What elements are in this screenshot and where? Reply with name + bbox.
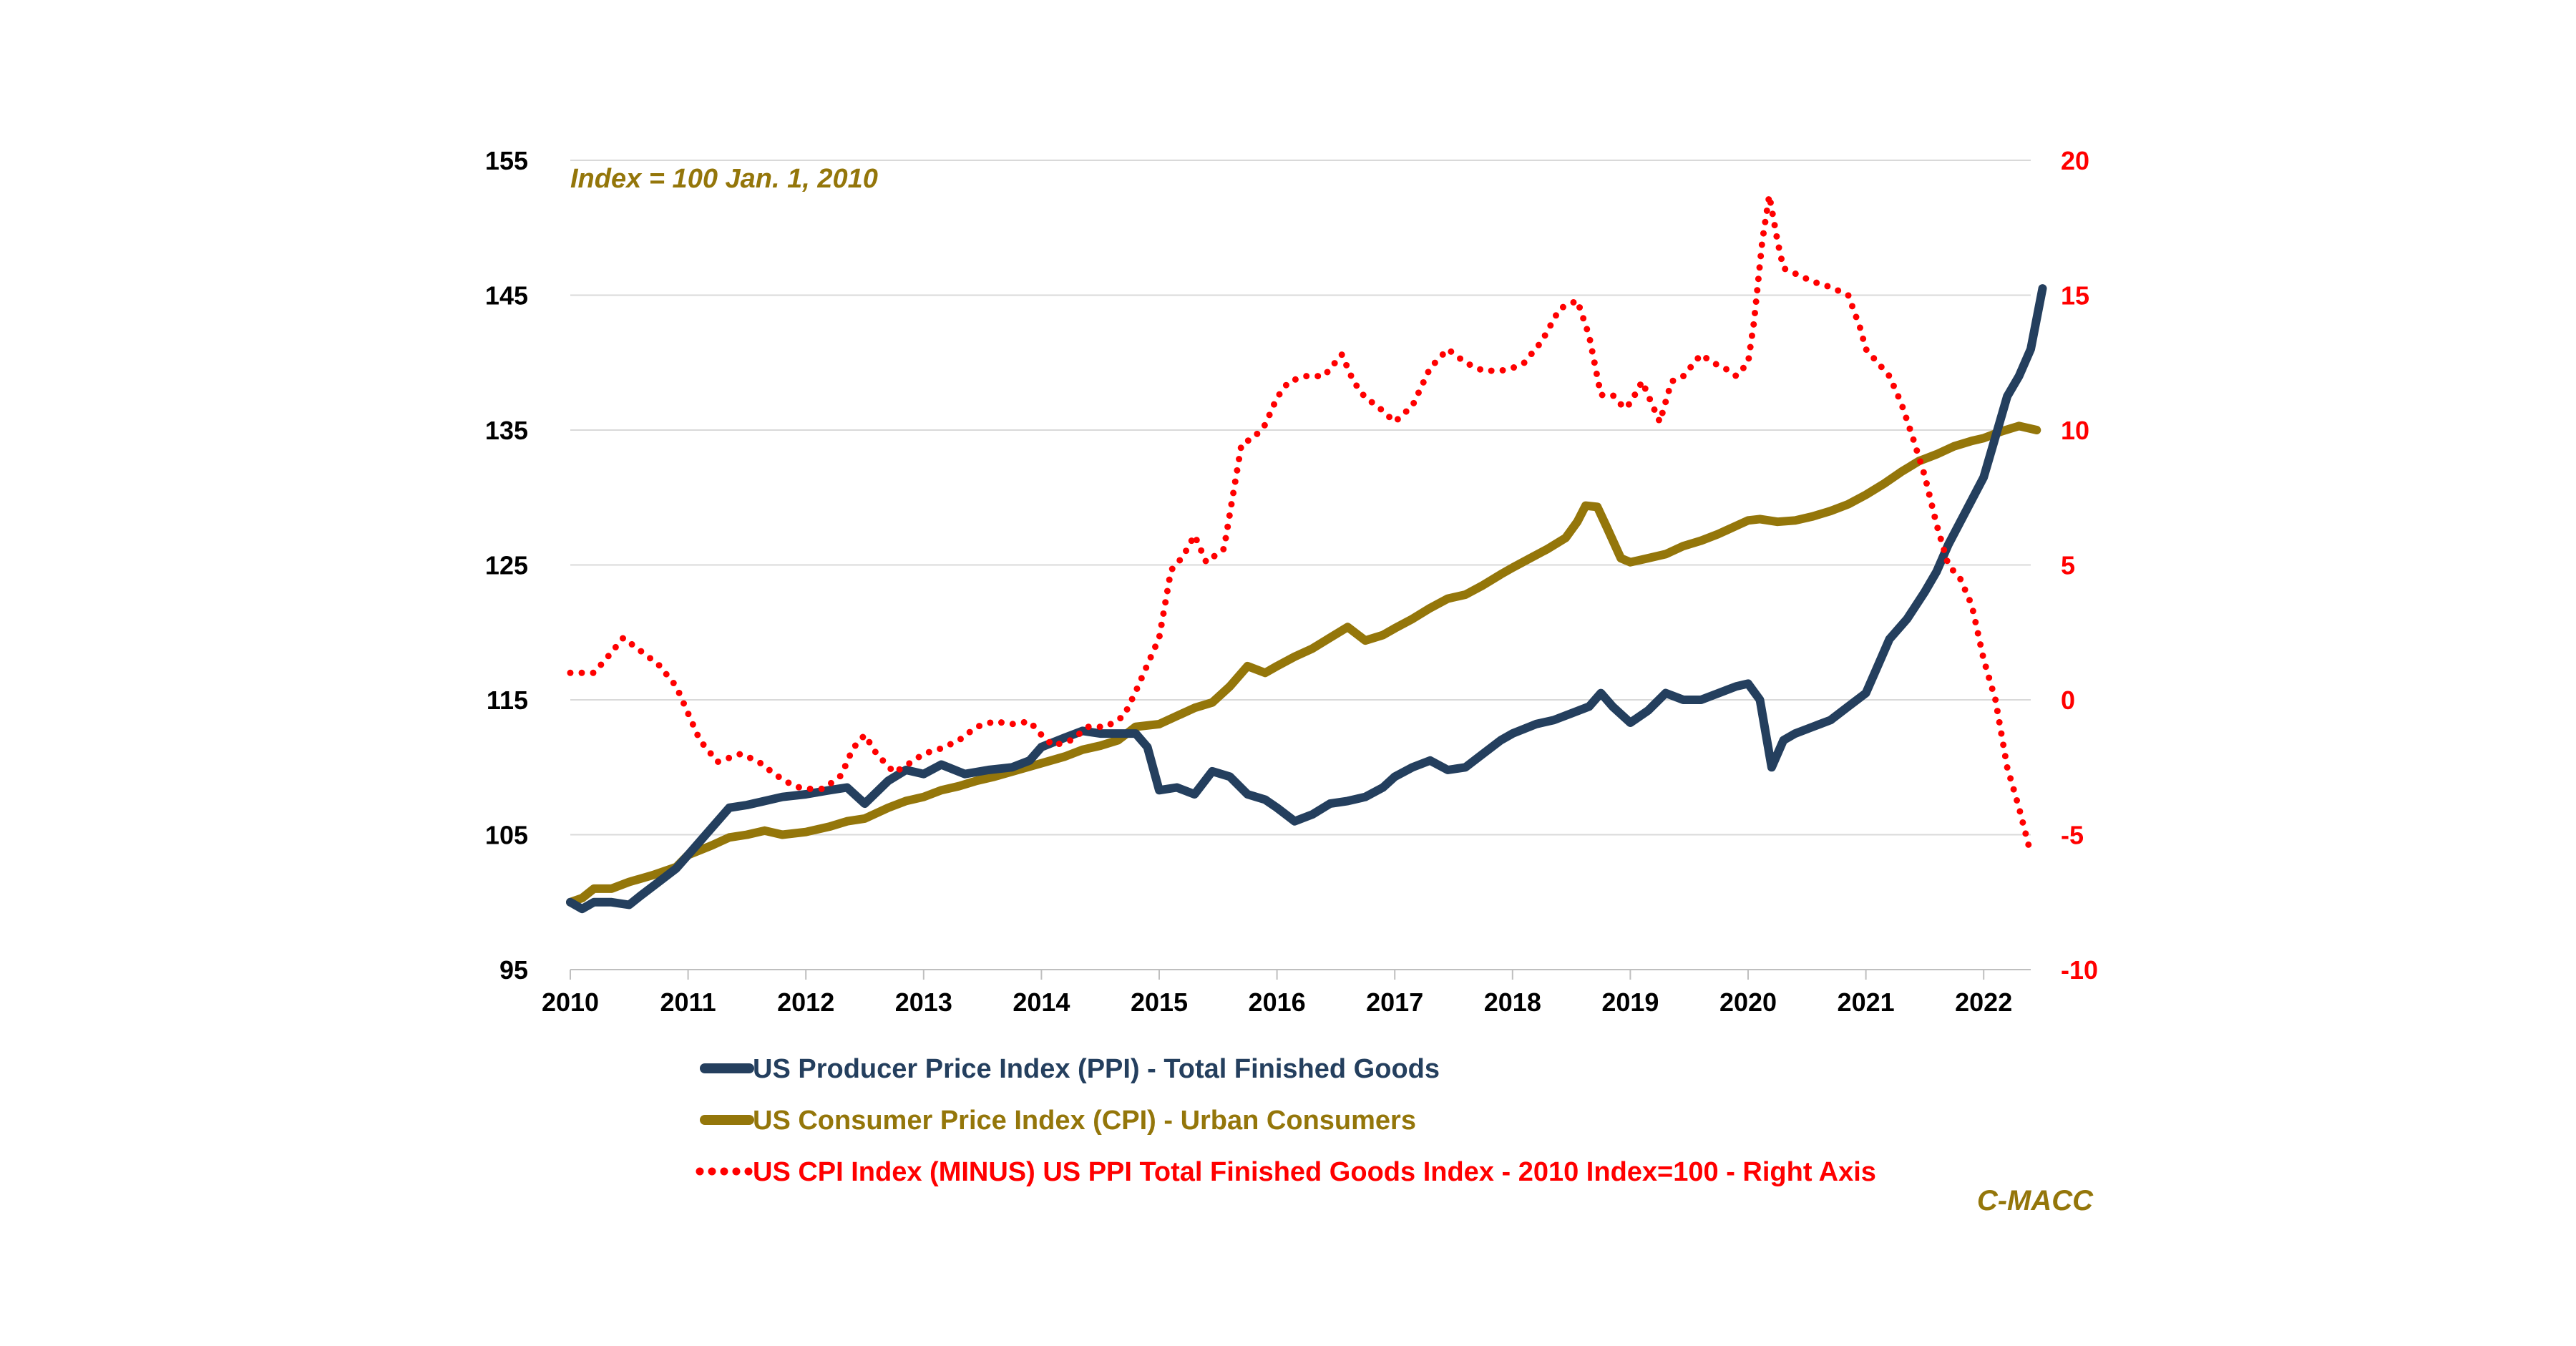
y-right-tick-label: 5	[2061, 551, 2075, 580]
x-tick-label: 2013	[895, 987, 952, 1017]
x-tick-label: 2011	[660, 987, 716, 1017]
y-right-tick-label: 0	[2061, 686, 2075, 715]
annotation-index-base: Index = 100 Jan. 1, 2010	[570, 164, 878, 194]
legend-label-cpi: US Consumer Price Index (CPI) - Urban Co…	[753, 1106, 1416, 1136]
y-right-tick-label: 20	[2061, 146, 2089, 175]
legend-item-ppi: US Producer Price Index (PPI) - Total Fi…	[700, 1054, 1440, 1084]
legend: US Producer Price Index (PPI) - Total Fi…	[696, 1054, 1876, 1187]
x-tick-label: 2019	[1601, 987, 1659, 1017]
y-left-tick-label: 135	[485, 416, 528, 445]
x-tick-label: 2021	[1838, 987, 1895, 1017]
x-tick-label: 2014	[1013, 987, 1070, 1017]
x-tick-label: 2015	[1131, 987, 1188, 1017]
x-tick-label: 2020	[1719, 987, 1777, 1017]
legend-item-cpi: US Consumer Price Index (CPI) - Urban Co…	[700, 1106, 1416, 1136]
source-credit: C-MACC	[1977, 1185, 2094, 1216]
x-tick-label: 2012	[777, 987, 834, 1017]
x-tick-label: 2022	[1955, 987, 2012, 1017]
x-tick-label: 2018	[1484, 987, 1541, 1017]
series-line-ppi	[566, 284, 2047, 914]
series-line-cpi	[566, 421, 2041, 907]
y-left-tick-label: 95	[499, 955, 528, 985]
y-right-tick-label: 10	[2061, 416, 2089, 445]
x-tick-label: 2017	[1366, 987, 1423, 1017]
left-axis: 155 145 135 125 115 105 95	[485, 146, 528, 985]
y-left-tick-label: 145	[485, 281, 528, 311]
y-left-tick-label: 105	[485, 821, 528, 850]
legend-label-ppi: US Producer Price Index (PPI) - Total Fi…	[753, 1054, 1440, 1084]
gridlines	[570, 160, 2031, 970]
y-left-tick-label: 155	[485, 146, 528, 175]
legend-label-spread: US CPI Index (MINUS) US PPI Total Finish…	[753, 1157, 1876, 1187]
x-tick-label: 2016	[1249, 987, 1306, 1017]
right-axis: 20 15 10 5 0 -5 -10	[2061, 146, 2098, 985]
y-right-tick-label: -10	[2061, 955, 2098, 985]
y-left-tick-label: 125	[485, 551, 528, 580]
y-left-tick-label: 115	[487, 686, 528, 715]
y-right-tick-label: 15	[2061, 281, 2089, 311]
series-layer	[566, 192, 2047, 914]
x-axis: 2010 2011 2012 2013 2014 2015 2016 2017 2018 2019…	[542, 969, 2031, 1017]
series-line-spread	[567, 192, 2034, 857]
x-tick-label: 2010	[542, 987, 599, 1017]
y-right-tick-label: -5	[2061, 821, 2084, 850]
legend-item-spread: US CPI Index (MINUS) US PPI Total Finish…	[696, 1157, 1876, 1187]
